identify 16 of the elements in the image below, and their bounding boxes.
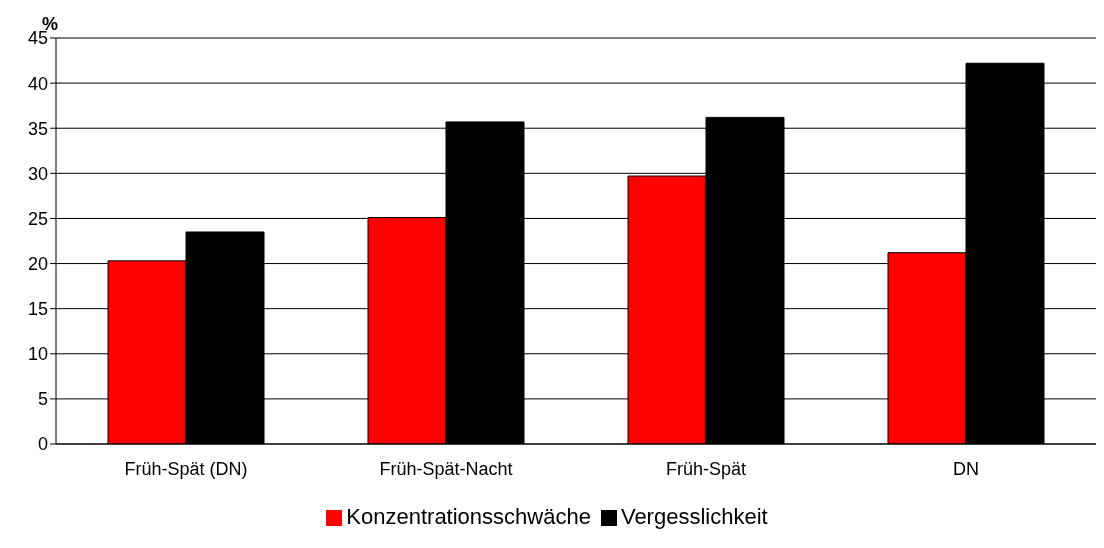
y-tick-label: 5 [37, 389, 48, 410]
x-tick-label: Früh-Spät-Nacht [379, 458, 513, 479]
x-tick-label: Früh-Spät (DN) [124, 458, 248, 479]
y-tick-label: 10 [27, 344, 48, 365]
legend-label: Vergesslichkeit [620, 504, 768, 529]
x-tick-label: Früh-Spät [665, 458, 747, 479]
y-tick-label: 40 [27, 73, 48, 94]
y-axis-title: % [41, 14, 59, 34]
y-tick-label: 35 [27, 118, 48, 139]
y-tick-label: 15 [27, 299, 48, 320]
y-tick-label: 25 [27, 208, 48, 229]
x-tick-label: DN [953, 458, 979, 479]
y-tick-label: 20 [27, 253, 48, 274]
y-tick-label: 0 [37, 434, 48, 455]
legend-label: Konzentrationsschwäche [346, 504, 591, 529]
y-tick-label: 30 [27, 163, 48, 184]
